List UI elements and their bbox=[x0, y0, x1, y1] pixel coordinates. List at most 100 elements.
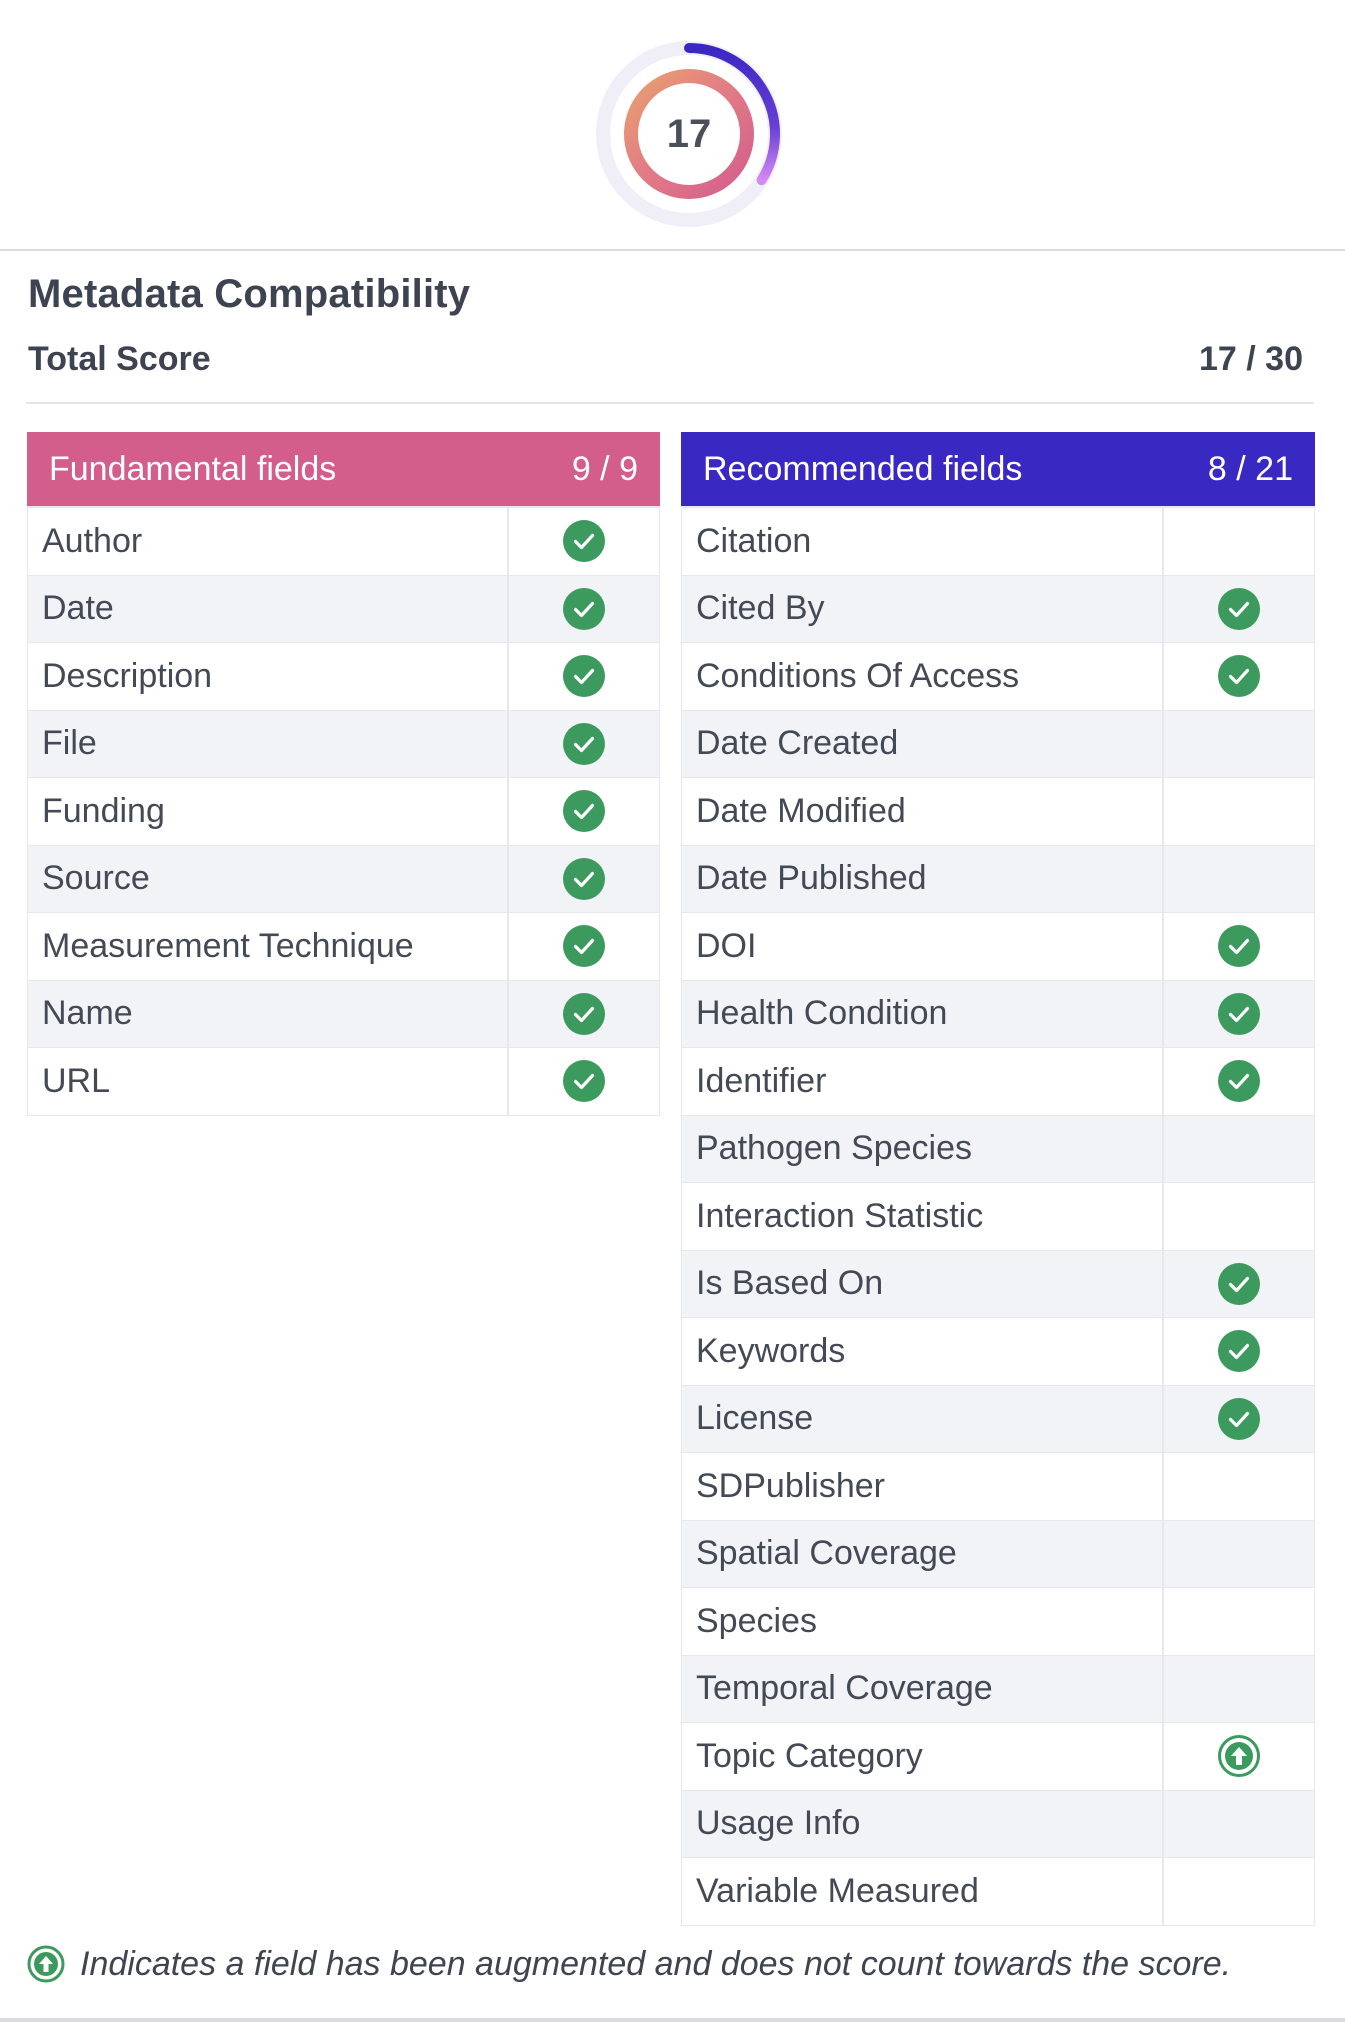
footnote: Indicates a field has been augmented and… bbox=[26, 1944, 1231, 1984]
status-empty bbox=[1164, 1521, 1314, 1588]
table-row: Pathogen Species bbox=[681, 1115, 1315, 1183]
arrow-up-circle-icon bbox=[26, 1944, 66, 1984]
table-row: Date Modified bbox=[681, 778, 1315, 846]
field-name: Date Modified bbox=[682, 778, 1164, 845]
recommended-fields-title: Recommended fields bbox=[703, 449, 1023, 488]
page-title: Metadata Compatibility bbox=[28, 272, 471, 316]
field-name: Source bbox=[28, 845, 509, 912]
check-circle-icon bbox=[509, 508, 659, 575]
table-row: Name bbox=[27, 980, 660, 1048]
field-name: DOI bbox=[682, 913, 1164, 980]
divider bbox=[0, 2018, 1345, 2022]
table-row: License bbox=[681, 1385, 1315, 1453]
field-name: Conditions Of Access bbox=[682, 643, 1164, 710]
divider bbox=[0, 249, 1345, 251]
field-name: Variable Measured bbox=[682, 1858, 1164, 1925]
check-circle-icon bbox=[509, 778, 659, 845]
table-row: Temporal Coverage bbox=[681, 1655, 1315, 1723]
field-name: Temporal Coverage bbox=[682, 1655, 1164, 1722]
total-score-value: 17 / 30 bbox=[1199, 340, 1303, 378]
status-empty bbox=[1164, 1858, 1314, 1925]
field-name: Is Based On bbox=[682, 1250, 1164, 1317]
total-score-label: Total Score bbox=[28, 340, 211, 378]
score-gauge: 17 bbox=[589, 34, 789, 234]
field-name: Funding bbox=[28, 778, 509, 845]
field-name: Keywords bbox=[682, 1318, 1164, 1385]
check-circle-icon bbox=[509, 643, 659, 710]
status-empty bbox=[1164, 1116, 1314, 1183]
field-name: Author bbox=[28, 508, 509, 575]
check-circle-icon bbox=[509, 913, 659, 980]
field-name: Date Created bbox=[682, 710, 1164, 777]
table-row: Date Created bbox=[681, 710, 1315, 778]
field-name: Usage Info bbox=[682, 1790, 1164, 1857]
field-name: Species bbox=[682, 1588, 1164, 1655]
check-circle-icon bbox=[1164, 576, 1314, 643]
status-empty bbox=[1164, 846, 1314, 913]
field-name: Health Condition bbox=[682, 980, 1164, 1047]
fundamental-fields-header: Fundamental fields 9 / 9 bbox=[27, 432, 660, 506]
table-row: Description bbox=[27, 643, 660, 711]
recommended-fields-score: 8 / 21 bbox=[1207, 449, 1293, 488]
field-name: Date bbox=[28, 575, 509, 642]
recommended-fields-table: Recommended fields 8 / 21 Citation Cited … bbox=[681, 432, 1315, 1926]
status-empty bbox=[1164, 778, 1314, 845]
table-row: Conditions Of Access bbox=[681, 643, 1315, 711]
field-name: Identifier bbox=[682, 1048, 1164, 1115]
table-row: Source bbox=[27, 845, 660, 913]
recommended-fields-rows: Citation Cited By Conditions Of Access Date… bbox=[681, 506, 1315, 1926]
gauge-outer-arc bbox=[684, 43, 780, 186]
table-row: Date Published bbox=[681, 845, 1315, 913]
check-circle-icon bbox=[1164, 981, 1314, 1048]
table-row: Interaction Statistic bbox=[681, 1183, 1315, 1251]
check-circle-icon bbox=[1164, 1251, 1314, 1318]
table-row: Health Condition bbox=[681, 980, 1315, 1048]
divider bbox=[26, 402, 1314, 404]
check-circle-icon bbox=[509, 576, 659, 643]
check-circle-icon bbox=[509, 981, 659, 1048]
table-row: Spatial Coverage bbox=[681, 1520, 1315, 1588]
field-name: SDPublisher bbox=[682, 1453, 1164, 1520]
check-circle-icon bbox=[1164, 1318, 1314, 1385]
check-circle-icon bbox=[1164, 643, 1314, 710]
status-empty bbox=[1164, 1588, 1314, 1655]
field-name: Description bbox=[28, 643, 509, 710]
field-name: Measurement Technique bbox=[28, 913, 509, 980]
check-circle-icon bbox=[509, 1048, 659, 1115]
fundamental-fields-score: 9 / 9 bbox=[571, 449, 638, 488]
table-row: File bbox=[27, 710, 660, 778]
table-row: Measurement Technique bbox=[27, 913, 660, 981]
table-row: Funding bbox=[27, 778, 660, 846]
table-row: URL bbox=[27, 1048, 660, 1116]
table-row: Citation bbox=[681, 508, 1315, 576]
gauge-inner-ring bbox=[624, 69, 754, 199]
table-row: DOI bbox=[681, 913, 1315, 981]
status-empty bbox=[1164, 711, 1314, 778]
check-circle-icon bbox=[1164, 913, 1314, 980]
field-name: License bbox=[682, 1385, 1164, 1452]
table-row: Date bbox=[27, 575, 660, 643]
status-empty bbox=[1164, 1453, 1314, 1520]
check-circle-icon bbox=[509, 711, 659, 778]
fundamental-fields-table: Fundamental fields 9 / 9 Author Date Descr… bbox=[27, 432, 660, 1116]
status-empty bbox=[1164, 1791, 1314, 1858]
score-value: 17 bbox=[666, 111, 712, 156]
status-empty bbox=[1164, 1656, 1314, 1723]
table-row: Topic Category bbox=[681, 1723, 1315, 1791]
table-row: Cited By bbox=[681, 575, 1315, 643]
field-name: File bbox=[28, 710, 509, 777]
field-name: Cited By bbox=[682, 575, 1164, 642]
check-circle-icon bbox=[1164, 1386, 1314, 1453]
arrow-up-circle-icon bbox=[1164, 1723, 1314, 1790]
field-name: URL bbox=[28, 1048, 509, 1115]
table-row: Identifier bbox=[681, 1048, 1315, 1116]
field-name: Pathogen Species bbox=[682, 1115, 1164, 1182]
table-row: SDPublisher bbox=[681, 1453, 1315, 1521]
fundamental-fields-rows: Author Date Description File Funding Source Me… bbox=[27, 506, 660, 1116]
score-ring bbox=[596, 41, 782, 227]
check-circle-icon bbox=[1164, 1048, 1314, 1115]
table-row: Author bbox=[27, 508, 660, 576]
table-row: Variable Measured bbox=[681, 1858, 1315, 1926]
field-name: Date Published bbox=[682, 845, 1164, 912]
table-row: Keywords bbox=[681, 1318, 1315, 1386]
